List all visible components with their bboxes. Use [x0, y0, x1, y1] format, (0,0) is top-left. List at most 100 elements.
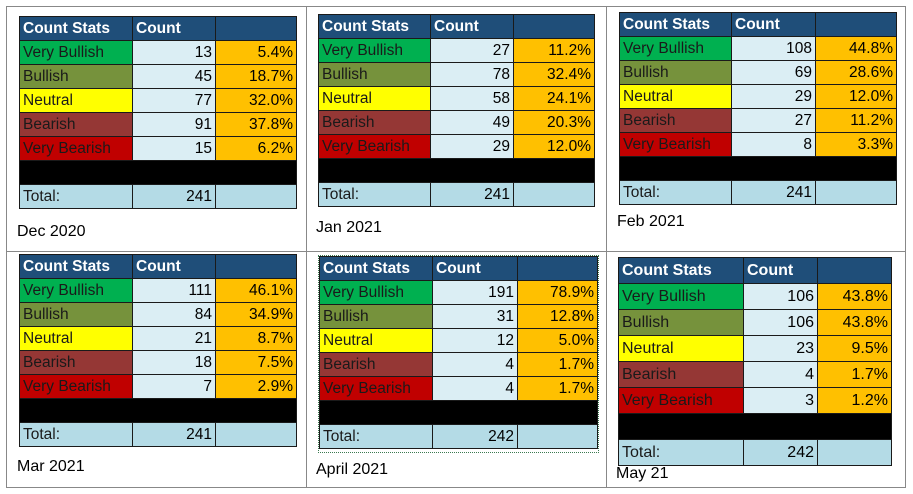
row-very-bullish: Very Bullish 111 46.1%	[19, 278, 297, 303]
row-neutral: Neutral 23 9.5%	[618, 335, 892, 362]
count-cell: 106	[743, 283, 818, 310]
row-bearish: Bearish 4 1.7%	[618, 361, 892, 388]
pct-cell: 12.8%	[517, 304, 598, 329]
count-cell: 23	[743, 335, 818, 362]
count-cell: 31	[432, 304, 518, 329]
row-neutral: Neutral 58 24.1%	[318, 86, 595, 111]
header-pct	[815, 12, 897, 37]
pct-cell: 32.0%	[215, 88, 297, 113]
row-very-bearish: Very Bearish 8 3.3%	[619, 132, 897, 157]
total-value: 242	[743, 439, 818, 466]
count-cell: 111	[132, 278, 216, 303]
black-separator-cell	[318, 158, 595, 183]
label-bullish: Bullish	[319, 304, 433, 329]
panel-caption: May 21	[616, 465, 669, 482]
row-very-bearish: Very Bearish 29 12.0%	[318, 134, 595, 159]
total-row: Total: 241	[19, 184, 297, 209]
pct-cell: 34.9%	[215, 302, 297, 327]
row-bearish: Bearish 91 37.8%	[19, 112, 297, 137]
stats-panel: Count Stats Count Very Bullish 106 43.8%…	[616, 257, 892, 482]
row-very-bullish: Very Bullish 191 78.9%	[319, 280, 598, 305]
total-row: Total: 242	[319, 424, 598, 449]
total-empty	[215, 184, 297, 209]
row-bearish: Bearish 27 11.2%	[619, 108, 897, 133]
label-bearish: Bearish	[19, 112, 133, 137]
label-very-bearish: Very Bearish	[618, 387, 744, 414]
stats-panel: Count Stats Count Very Bullish 27 11.2% …	[316, 14, 595, 236]
stats-panel: Count Stats Count Very Bullish 191 78.9%…	[316, 256, 598, 478]
stats-panel: Count Stats Count Very Bullish 111 46.1%…	[17, 254, 297, 475]
grid-divider-1	[306, 6, 307, 488]
row-bullish: Bullish 84 34.9%	[19, 302, 297, 327]
row-bearish: Bearish 49 20.3%	[318, 110, 595, 135]
total-label: Total:	[19, 184, 133, 209]
label-bearish: Bearish	[319, 352, 433, 377]
row-bullish: Bullish 31 12.8%	[319, 304, 598, 329]
total-empty	[513, 182, 595, 207]
black-separator-row	[19, 398, 297, 423]
row-very-bearish: Very Bearish 15 6.2%	[19, 136, 297, 161]
pct-cell: 1.7%	[817, 361, 892, 388]
pct-cell: 7.5%	[215, 350, 297, 375]
header-pct	[215, 254, 297, 279]
row-very-bullish: Very Bullish 27 11.2%	[318, 38, 595, 63]
label-bullish: Bullish	[619, 60, 732, 85]
stats-table: Count Stats Count Very Bullish 13 5.4% B…	[19, 16, 297, 209]
row-bearish: Bearish 4 1.7%	[319, 352, 598, 377]
total-empty	[215, 422, 297, 447]
label-neutral: Neutral	[619, 84, 732, 109]
count-cell: 77	[132, 88, 216, 113]
pct-cell: 5.0%	[517, 328, 598, 353]
count-cell: 15	[132, 136, 216, 161]
black-separator-cell	[19, 160, 297, 185]
header-count: Count	[132, 254, 216, 279]
total-empty	[517, 424, 598, 449]
label-bullish: Bullish	[318, 62, 431, 87]
header-row: Count Stats Count	[318, 14, 595, 39]
row-very-bearish: Very Bearish 4 1.7%	[319, 376, 598, 401]
pct-cell: 11.2%	[513, 38, 595, 63]
label-bearish: Bearish	[619, 108, 732, 133]
count-cell: 45	[132, 64, 216, 89]
label-bearish: Bearish	[318, 110, 431, 135]
header-count-stats: Count Stats	[318, 14, 431, 39]
row-neutral: Neutral 77 32.0%	[19, 88, 297, 113]
pct-cell: 6.2%	[215, 136, 297, 161]
pct-cell: 78.9%	[517, 280, 598, 305]
count-cell: 8	[731, 132, 816, 157]
header-pct	[513, 14, 595, 39]
header-row: Count Stats Count	[319, 256, 598, 281]
total-empty	[815, 180, 897, 205]
black-separator-row	[619, 156, 897, 181]
label-very-bearish: Very Bearish	[619, 132, 732, 157]
black-separator-row	[319, 400, 598, 425]
row-bearish: Bearish 18 7.5%	[19, 350, 297, 375]
stats-table: Count Stats Count Very Bullish 106 43.8%…	[618, 257, 892, 466]
label-bearish: Bearish	[19, 350, 133, 375]
label-very-bearish: Very Bearish	[19, 136, 133, 161]
label-very-bearish: Very Bearish	[319, 376, 433, 401]
pct-cell: 12.0%	[513, 134, 595, 159]
panel-caption: April 2021	[316, 461, 389, 478]
black-separator-row	[318, 158, 595, 183]
stats-table: Count Stats Count Very Bullish 191 78.9%…	[319, 256, 598, 449]
header-pct	[817, 257, 892, 284]
header-count: Count	[432, 256, 518, 281]
grid-divider-2	[606, 6, 607, 488]
row-neutral: Neutral 29 12.0%	[619, 84, 897, 109]
black-separator-cell	[619, 156, 897, 181]
row-bullish: Bullish 78 32.4%	[318, 62, 595, 87]
count-cell: 18	[132, 350, 216, 375]
label-very-bearish: Very Bearish	[19, 374, 133, 399]
header-count-stats: Count Stats	[19, 254, 133, 279]
total-label: Total:	[319, 424, 433, 449]
pct-cell: 20.3%	[513, 110, 595, 135]
pct-cell: 43.8%	[817, 283, 892, 310]
header-count: Count	[132, 16, 216, 41]
total-value: 241	[132, 422, 216, 447]
total-row: Total: 241	[619, 180, 897, 205]
count-cell: 106	[743, 309, 818, 336]
label-bullish: Bullish	[19, 302, 133, 327]
black-separator-row	[19, 160, 297, 185]
row-very-bullish: Very Bullish 13 5.4%	[19, 40, 297, 65]
